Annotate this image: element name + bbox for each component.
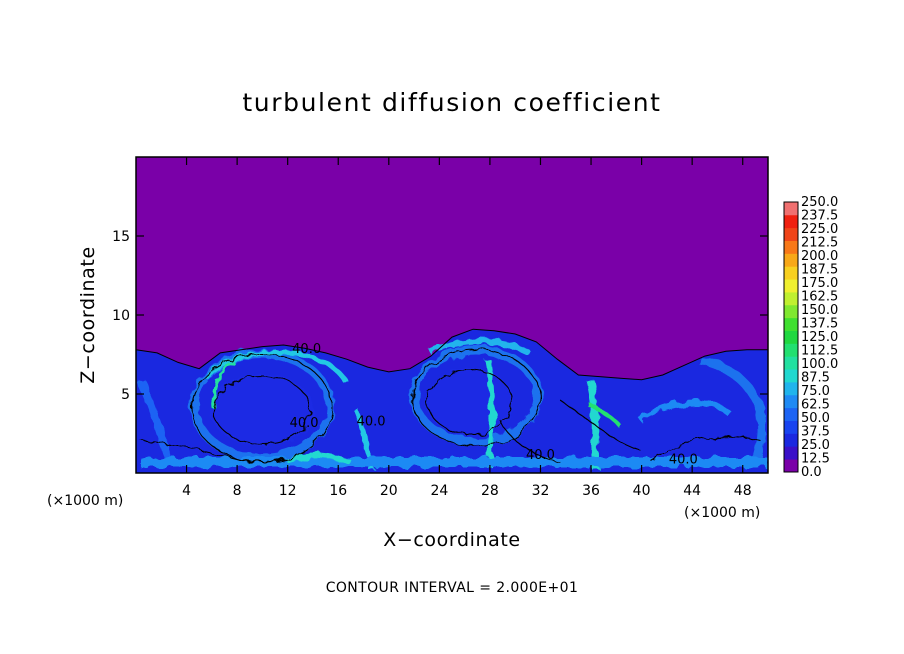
contour-line [649,435,761,461]
colorbar-segment [784,459,798,473]
eddy-core-center [426,368,514,436]
colorbar-frame [783,201,799,473]
colorbar-segment [784,304,798,319]
colorbar-segment [784,292,798,306]
chart-title: turbulent diffusion coefficient [242,88,661,117]
eddy-ring-right [699,355,767,468]
colorbar-label: 125.0 [801,330,838,345]
colorbar-label: 250.0 [801,195,838,210]
contour-line [139,439,241,461]
x-tick-label: 32 [532,483,550,499]
colorbar-segment [784,227,798,241]
eddy-edge-left-green [211,360,236,409]
contour-labels: 40.0 40.0 40.0 40.0 40.0 [290,342,698,468]
colorbar-segment [784,382,798,396]
colorbar-label: 75.0 [801,384,830,399]
colorbar: 0.012.525.037.550.062.575.087.5100.0112.… [783,195,838,480]
colorbar-label: 175.0 [801,276,838,291]
colorbar-label: 112.5 [801,344,838,359]
x-tick-label: 12 [279,483,297,499]
colorbar-label: 50.0 [801,411,830,426]
x-unit-right: (×1000 m) [684,505,760,521]
colorbar-segment [784,356,798,370]
colorbar-segment [784,214,798,229]
contour-line [499,419,561,463]
x-tick-label: 44 [683,483,701,499]
contour-line [427,369,513,435]
eddy-edge-left [203,349,349,384]
colorbar-label: 225.0 [801,222,838,237]
contour-interval-note: CONTOUR INTERVAL = 2.000E+01 [326,580,579,596]
x-tick-label: 36 [582,483,600,499]
colorbar-segment [784,420,798,434]
colorbar-label: 25.0 [801,438,830,453]
colorbar-segment [784,240,798,254]
contour-line [213,375,311,445]
colorbar-label: 150.0 [801,303,838,318]
contour-label: 40.0 [290,416,319,431]
x-axis: 4 8 12 16 20 24 28 32 36 40 44 48 [182,157,752,499]
contour-label: 40.0 [357,415,386,430]
eddy-core-left [210,374,314,446]
eddy-edge-far-left [136,378,174,468]
colorbar-label: 200.0 [801,249,838,264]
colorbar-segment [784,369,798,383]
x-axis-label: X−coordinate [383,529,520,551]
updraft-center [485,359,495,469]
surface-patch-cyan [285,452,351,465]
x-tick-label: 48 [734,483,752,499]
colorbar-segment [784,317,798,331]
colorbar-segment [784,330,798,344]
x-tick-label: 16 [329,483,347,499]
y-axis: 5 10 15 [112,229,768,403]
contour-label: 40.0 [526,448,555,463]
colorbar-segment [784,266,798,280]
x-tick-label: 8 [233,483,242,499]
colorbar-label: 100.0 [801,357,838,372]
colorbar-label: 87.5 [801,371,830,386]
x-tick-label: 4 [182,483,191,499]
y-tick-label: 15 [112,229,130,245]
colorbar-segment [784,433,798,447]
colorbar-segment [784,407,798,421]
x-tick-label: 28 [481,483,499,499]
y-axis-label: Z−coordinate [77,246,99,383]
colorbar-label: 212.5 [801,236,838,251]
x-tick-label: 40 [633,483,651,499]
y-tick-label: 10 [112,308,130,324]
contour-label: 40.0 [669,453,698,468]
contour-label: 40.0 [292,342,321,357]
colorbar-label: 37.5 [801,425,830,440]
mixed-layer-top-contour [135,328,768,381]
eddy-arm-right [638,399,733,423]
colorbar-label: 187.5 [801,263,838,278]
contour-line [411,349,541,447]
colorbar-label: 0.0 [801,465,822,480]
updraft-right-green [587,402,622,428]
colorbar-label: 237.5 [801,209,838,224]
x-tick-label: 24 [430,483,448,499]
x-unit-left: (×1000 m) [47,493,123,509]
colorbar-segment [784,253,798,267]
colorbar-segment [784,202,798,216]
plot-area: 40.040.0 40.040.0 40.0 4 8 12 16 20 24 28 32 36 40 4… [112,156,769,499]
contour-line [191,353,333,463]
colorbar-label: 162.5 [801,290,838,305]
colorbar-segment [784,343,798,357]
colorbar-label: 62.5 [801,398,830,413]
contour-line [559,399,641,451]
colorbar-segment [784,394,798,409]
colorbar-segment [784,279,798,293]
contour-lines [139,349,761,463]
x-tick-label: 20 [380,483,398,499]
colorbar-label: 12.5 [801,452,830,467]
y-tick-label: 5 [121,387,130,403]
colorbar-label: 137.5 [801,317,838,332]
colorbar-segment [784,446,798,460]
